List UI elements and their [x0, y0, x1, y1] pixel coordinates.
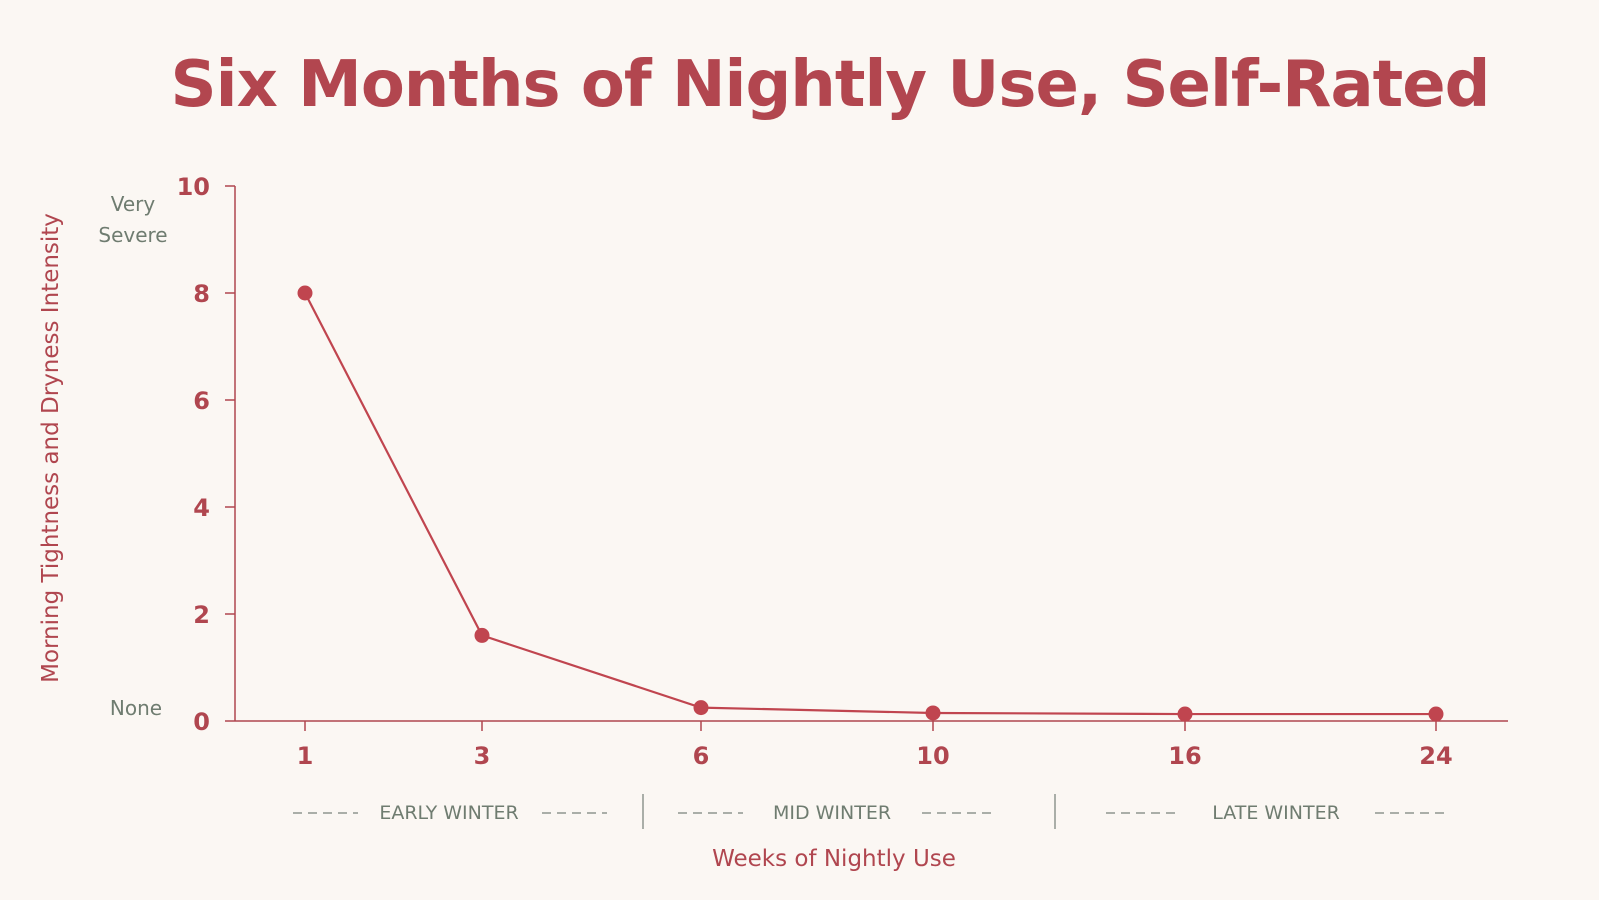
x-axis-title: Weeks of Nightly Use — [712, 846, 956, 872]
y-axis-title-group: Morning Tightness and Dryness Intensity — [38, 213, 64, 683]
chart-title: Six Months of Nightly Use, Self-Rated — [171, 48, 1490, 122]
y-anchor-very: Very — [111, 192, 156, 216]
y-tick-label: 2 — [193, 601, 210, 629]
y-anchor-severe: Severe — [98, 223, 167, 247]
data-point — [693, 700, 709, 716]
data-point — [297, 285, 313, 301]
data-point — [1428, 706, 1444, 722]
x-tick-label: 1 — [297, 742, 314, 770]
x-ticks: 1 3 6 10 16 24 — [297, 721, 1453, 770]
x-tick-label: 6 — [693, 742, 710, 770]
y-tick-label: 4 — [193, 494, 210, 522]
season-label-early-winter: EARLY WINTER — [379, 802, 518, 824]
y-ticks: 0 2 4 6 8 10 — [177, 173, 235, 736]
y-axis-title: Morning Tightness and Dryness Intensity — [38, 213, 64, 683]
series-layer — [297, 285, 1444, 722]
season-label-late-winter: LATE WINTER — [1212, 802, 1340, 824]
data-point — [474, 627, 490, 643]
x-tick-label: 3 — [474, 742, 491, 770]
x-tick-label: 10 — [916, 742, 949, 770]
x-tick-label: 16 — [1168, 742, 1201, 770]
data-point — [1177, 706, 1193, 722]
y-tick-label: 10 — [177, 173, 210, 201]
season-bands: EARLY WINTER MID WINTER LATE WINTER — [293, 794, 1448, 829]
y-anchor-none: None — [110, 696, 162, 720]
y-tick-label: 0 — [193, 708, 210, 736]
y-tick-label: 6 — [193, 387, 210, 415]
y-tick-label: 8 — [193, 280, 210, 308]
series-line — [304, 292, 1436, 716]
season-label-mid-winter: MID WINTER — [773, 802, 891, 824]
x-tick-label: 24 — [1419, 742, 1452, 770]
data-point — [925, 705, 941, 721]
